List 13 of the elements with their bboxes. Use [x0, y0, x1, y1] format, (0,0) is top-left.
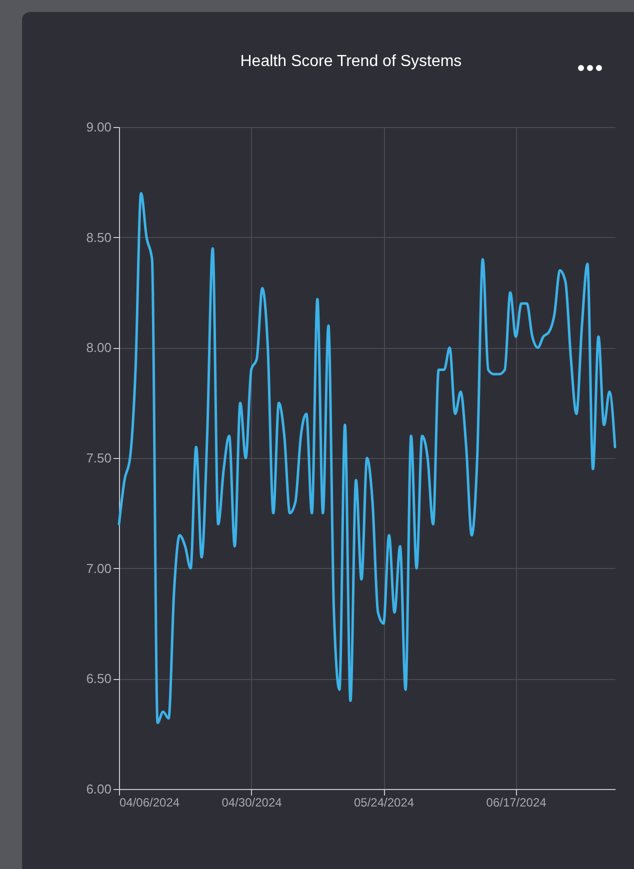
y-tick-label: 8.50: [86, 230, 112, 245]
y-tick-label: 8.00: [86, 340, 112, 356]
y-tick-label: 6.50: [86, 671, 112, 686]
x-tick-label: 05/24/2024: [354, 796, 414, 810]
line-series: [118, 192, 616, 724]
y-tick-label: 7.50: [86, 450, 112, 466]
x-tick-label: 04/06/2024: [120, 796, 180, 810]
x-tick-label: 04/30/2024: [222, 796, 282, 810]
y-tick-label: 6.00: [86, 782, 112, 796]
chart-title: Health Score Trend of Systems: [240, 53, 462, 70]
y-tick-label: 9.00: [86, 120, 112, 134]
x-tick-label: 06/17/2024: [486, 796, 547, 810]
y-tick-label: 7.00: [86, 560, 112, 576]
